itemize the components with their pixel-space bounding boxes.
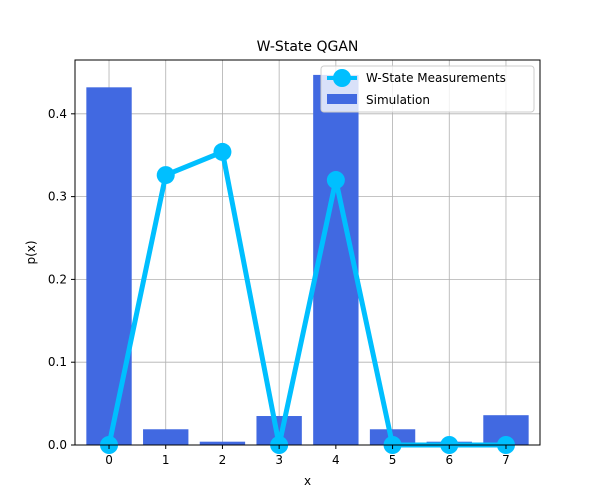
y-tick-label: 0.0 [48, 438, 67, 452]
legend-label-simulation: Simulation [366, 93, 430, 107]
line-marker [156, 166, 175, 185]
x-tick-label: 0 [105, 453, 113, 467]
line-marker [326, 171, 345, 190]
line-series [100, 142, 515, 454]
y-tick-label: 0.2 [48, 272, 67, 286]
x-tick-label: 3 [275, 453, 283, 467]
chart-title: W-State QGAN [257, 39, 359, 55]
y-tick-label: 0.4 [48, 107, 67, 121]
legend-box [320, 65, 535, 113]
bar-series [86, 74, 529, 446]
y-tick-label: 0.3 [48, 190, 67, 204]
legend: W-State Measurements Simulation [320, 65, 535, 113]
x-tick-label: 5 [389, 453, 397, 467]
bar [199, 441, 246, 445]
x-tick-label: 6 [445, 453, 453, 467]
x-tick-label: 7 [502, 453, 510, 467]
series-line [106, 149, 506, 448]
axis-ticks: 0 1 2 3 4 5 6 7 0.0 0.1 0.2 0.3 0.4 [48, 107, 510, 467]
x-tick-label: 4 [332, 453, 340, 467]
grid [75, 60, 540, 446]
bar [86, 87, 132, 446]
x-axis-label: x [304, 474, 311, 488]
y-axis-label: p(x) [24, 240, 38, 264]
legend-line-marker [333, 69, 351, 87]
bar [143, 429, 189, 445]
legend-label-measurements: W-State Measurements [366, 71, 506, 85]
legend-bar-swatch [327, 94, 357, 104]
plot-frame [74, 59, 541, 446]
x-tick-label: 2 [219, 453, 227, 467]
x-tick-label: 1 [162, 453, 170, 467]
y-tick-label: 0.1 [48, 355, 67, 369]
line-marker [213, 142, 232, 161]
